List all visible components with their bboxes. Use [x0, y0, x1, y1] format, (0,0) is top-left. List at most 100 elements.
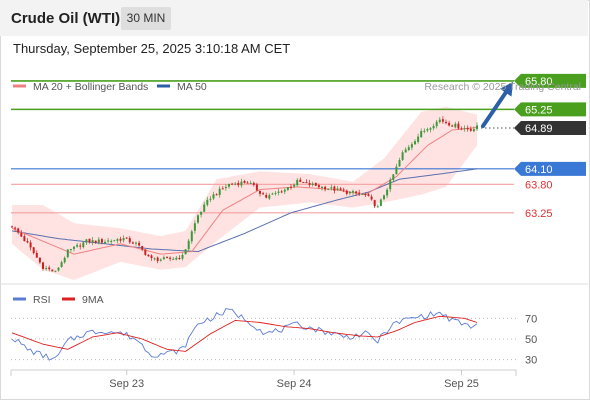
level-label-65.80-shape	[514, 73, 586, 88]
candle-body	[141, 246, 144, 250]
ma20-line	[11, 127, 478, 255]
candle-body	[432, 126, 435, 129]
candle-body	[94, 240, 97, 243]
legend-swatch-rsi-1	[62, 297, 75, 301]
candle-body	[395, 166, 398, 175]
candle-body	[11, 226, 13, 228]
candle-body	[32, 247, 35, 254]
candle-body	[296, 180, 299, 186]
candle-body	[457, 123, 460, 129]
candle-body	[348, 191, 351, 194]
candle-body	[79, 245, 82, 247]
candle-body	[308, 183, 311, 185]
legends: MA 20 + Bollinger Bands MA 50 RSI 9MA	[13, 81, 207, 306]
candle-body	[265, 195, 268, 198]
candle-body	[317, 185, 320, 188]
candle-body	[150, 255, 153, 258]
candle-body	[162, 257, 165, 260]
candle-body	[26, 241, 29, 243]
forecast-arrow-shaft	[481, 87, 510, 128]
candle-body	[218, 188, 221, 195]
candle-body	[110, 240, 113, 242]
candle-body	[172, 258, 175, 260]
x-tick-label: Sep 24	[277, 378, 312, 390]
candle-body	[476, 125, 478, 130]
candle-body	[48, 267, 51, 270]
candle-body	[339, 188, 342, 191]
candle-body	[469, 128, 472, 131]
candle-body	[181, 255, 184, 259]
candle-body	[311, 183, 314, 185]
candle-body	[379, 199, 382, 206]
level-label-65.80-text: 65.80	[525, 76, 553, 88]
candle-body	[383, 195, 385, 200]
legend-swatch-price-1	[157, 84, 170, 88]
instrument-title: Crude Oil (WTI)	[11, 10, 121, 27]
candle-body	[88, 238, 91, 243]
candle-body	[243, 181, 246, 183]
candle-body	[237, 183, 240, 186]
candle-body	[66, 249, 69, 258]
rsi-line	[11, 307, 478, 361]
forecast-arrow-head	[499, 81, 513, 97]
candle-body	[472, 129, 475, 132]
rsi-panel: 70 50 30 Sep 23 Sep 24 Sep 25	[10, 307, 537, 390]
timeframe-badge[interactable]: 30 MIN	[121, 7, 171, 30]
candle-body	[327, 188, 330, 190]
candle-body	[262, 193, 265, 195]
candle-body	[438, 119, 441, 123]
candle-body	[463, 128, 466, 130]
candle-body	[321, 186, 323, 188]
candle-body	[153, 258, 156, 260]
candle-body	[29, 242, 32, 248]
candle-body	[38, 257, 41, 263]
level-label-65.80: 65.80	[514, 73, 586, 88]
candle-body	[190, 231, 193, 242]
candle-body	[404, 149, 407, 153]
candle-body	[454, 123, 457, 128]
candle-body	[51, 269, 54, 272]
candle-body	[14, 227, 17, 229]
candle-body	[209, 198, 212, 200]
candle-body	[144, 249, 147, 255]
candle-body	[268, 195, 271, 199]
candle-body	[271, 193, 274, 195]
candle-body	[76, 244, 79, 247]
candle-body	[299, 179, 302, 182]
candle-body	[345, 190, 348, 194]
candle-body	[159, 259, 162, 261]
candle-body	[73, 246, 75, 249]
candle-body	[197, 215, 199, 223]
candle-body	[373, 200, 376, 207]
level-label-64.10-shape	[514, 161, 586, 176]
candle-body	[448, 122, 451, 126]
candle-body	[169, 257, 172, 259]
candle-body	[429, 128, 432, 130]
candle-body	[221, 188, 224, 190]
candle-body	[280, 191, 283, 193]
candle-body	[212, 194, 215, 199]
candle-body	[392, 174, 395, 180]
current-price-label: 64.89	[514, 120, 586, 135]
candle-body	[293, 184, 296, 187]
candle-body	[290, 186, 292, 188]
candle-body	[445, 121, 447, 123]
candle-body	[420, 131, 423, 138]
candle-body	[364, 194, 367, 195]
candle-body	[187, 240, 190, 250]
candle-body	[423, 130, 426, 132]
bollinger-bands	[12, 106, 477, 280]
legend-label-price-1: MA 50	[177, 81, 207, 93]
candle-body	[200, 211, 203, 215]
candle-body	[389, 179, 392, 190]
candle-body	[20, 232, 23, 237]
candle-body	[466, 127, 469, 130]
candle-body	[246, 182, 249, 184]
candle-body	[358, 192, 361, 194]
x-tick-label: Sep 25	[444, 378, 479, 390]
candle-body	[85, 239, 88, 243]
candle-body	[336, 188, 339, 191]
candle-body	[410, 144, 413, 148]
candle-body	[234, 183, 237, 185]
legend-label-price-0: MA 20 + Bollinger Bands	[33, 81, 148, 93]
